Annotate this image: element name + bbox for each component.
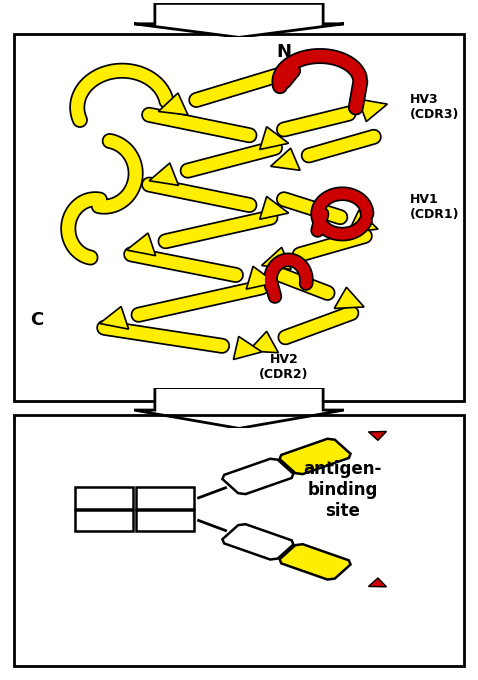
Polygon shape: [260, 197, 289, 219]
Text: N: N: [276, 44, 292, 61]
Polygon shape: [369, 578, 387, 587]
Polygon shape: [222, 524, 293, 560]
Text: HV2
(CDR2): HV2 (CDR2): [259, 354, 309, 381]
Polygon shape: [358, 99, 387, 122]
Polygon shape: [158, 93, 188, 115]
Polygon shape: [280, 544, 350, 579]
Polygon shape: [369, 431, 387, 441]
Polygon shape: [260, 126, 289, 150]
Polygon shape: [75, 510, 133, 531]
Polygon shape: [149, 163, 179, 186]
Polygon shape: [334, 287, 364, 309]
Polygon shape: [75, 487, 133, 509]
Text: C: C: [30, 311, 43, 329]
Polygon shape: [271, 148, 300, 170]
Polygon shape: [246, 267, 275, 289]
Polygon shape: [127, 233, 156, 256]
Polygon shape: [261, 248, 291, 269]
Text: HV3
(CDR3): HV3 (CDR3): [410, 93, 459, 122]
Polygon shape: [136, 487, 194, 509]
Polygon shape: [222, 459, 293, 494]
Polygon shape: [99, 307, 129, 329]
Polygon shape: [233, 337, 262, 360]
Polygon shape: [134, 3, 344, 37]
Polygon shape: [249, 331, 278, 353]
Polygon shape: [348, 210, 378, 233]
Polygon shape: [134, 388, 344, 428]
Polygon shape: [280, 439, 350, 474]
Text: HV1
(CDR1): HV1 (CDR1): [410, 192, 459, 220]
Text: antigen-
binding
site: antigen- binding site: [303, 460, 381, 520]
Polygon shape: [136, 510, 194, 531]
